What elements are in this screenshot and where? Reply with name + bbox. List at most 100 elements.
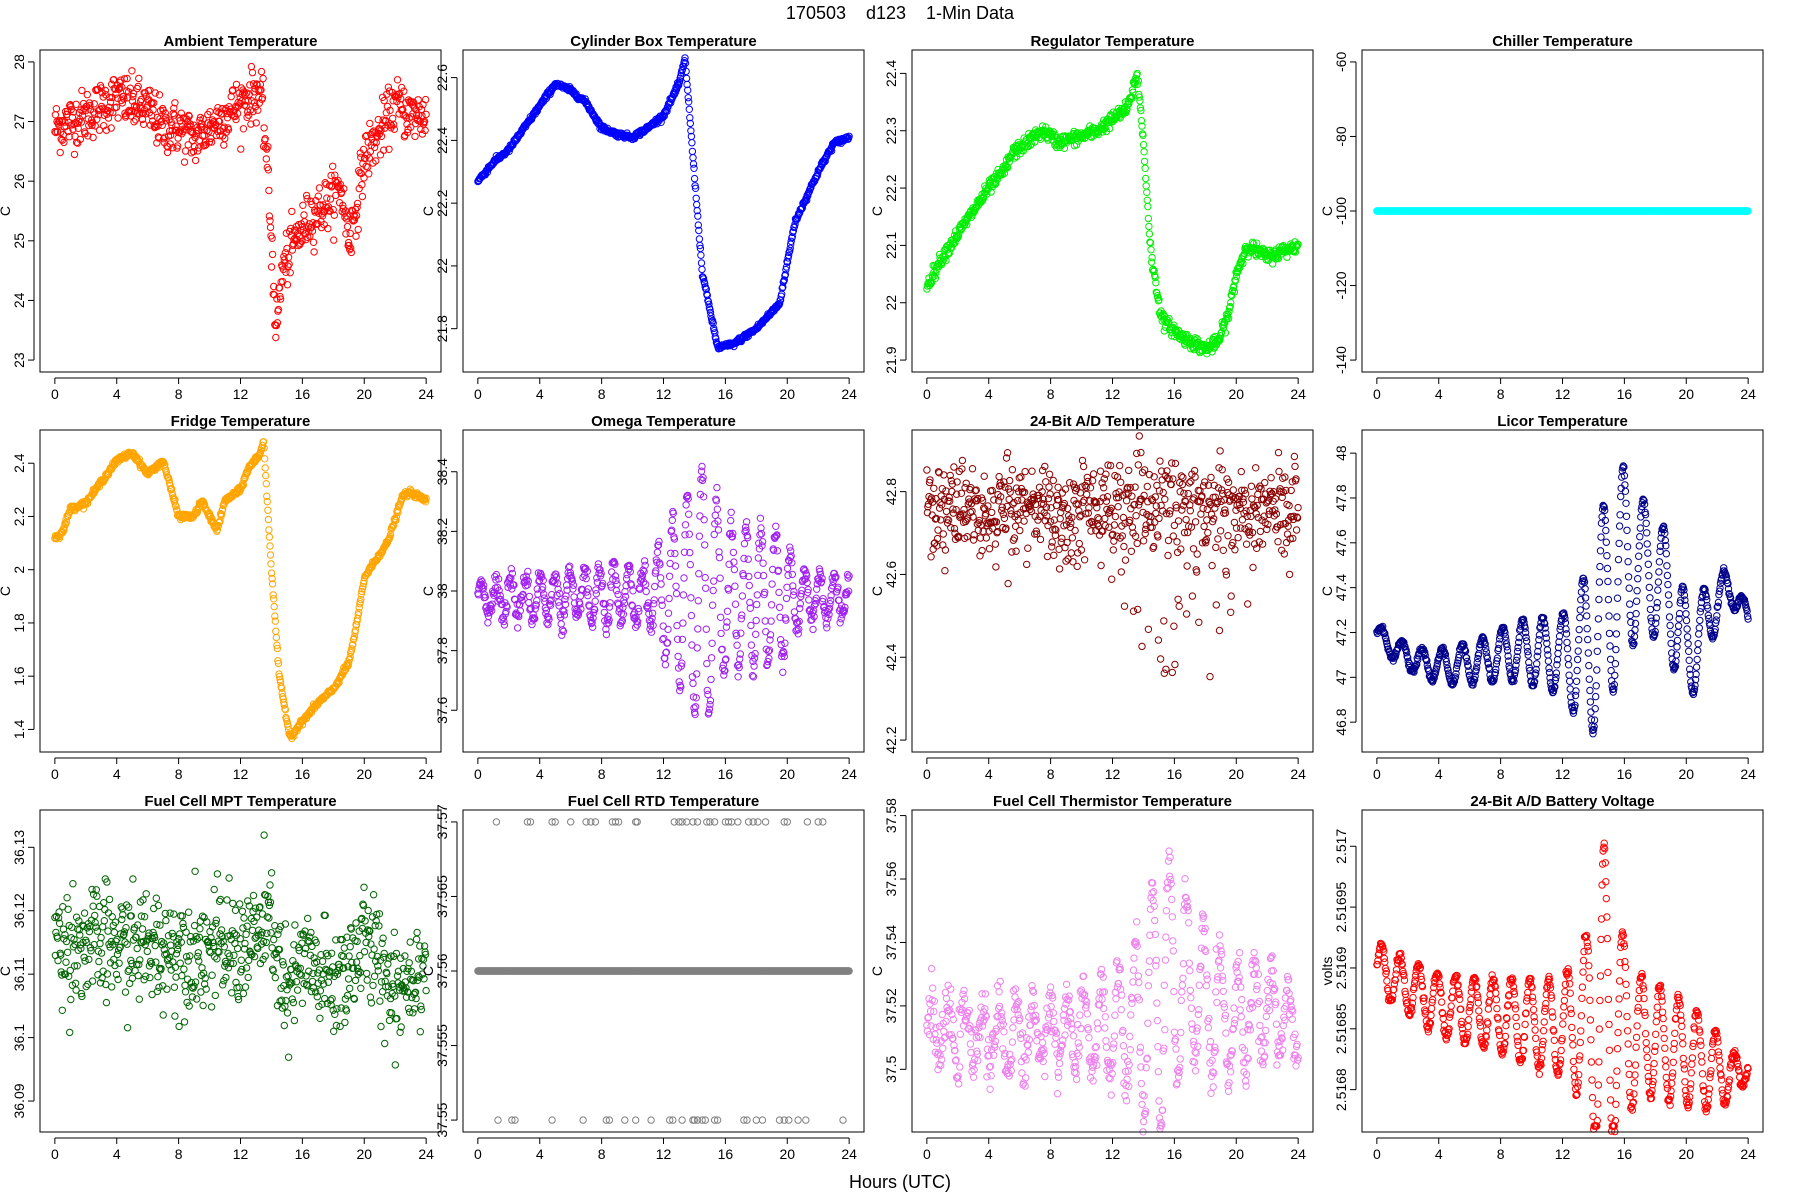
data-point xyxy=(1134,80,1142,89)
data-point xyxy=(158,121,166,130)
data-point xyxy=(390,120,398,129)
data-point xyxy=(686,119,694,128)
data-point xyxy=(1140,157,1149,166)
data-point xyxy=(323,194,331,202)
data-point xyxy=(166,131,175,139)
data-point xyxy=(782,263,791,271)
y-tick-label: 22 xyxy=(434,258,450,274)
data-point xyxy=(780,276,788,284)
data-point xyxy=(168,126,176,135)
data-point xyxy=(691,184,700,193)
data-point xyxy=(384,83,393,91)
data-point xyxy=(111,85,120,93)
data-point xyxy=(274,305,283,314)
x-tick-label: 24 xyxy=(418,386,434,402)
data-point xyxy=(1087,133,1096,141)
data-point xyxy=(227,92,235,101)
data-point xyxy=(264,143,272,151)
data-point xyxy=(67,105,76,114)
x-tick-label: 4 xyxy=(113,766,121,782)
data-point xyxy=(325,181,334,190)
data-point xyxy=(171,99,179,107)
x-tick-label: 12 xyxy=(656,766,672,782)
data-point xyxy=(185,112,193,121)
data-point xyxy=(194,147,202,155)
data-point xyxy=(931,274,940,282)
data-point xyxy=(357,153,365,162)
y-axis-label: C xyxy=(0,586,13,596)
data-point xyxy=(1136,104,1145,112)
data-point xyxy=(1229,286,1237,295)
data-point xyxy=(309,219,317,227)
data-point xyxy=(694,212,702,220)
data-point xyxy=(84,132,92,140)
panel-title: Regulator Temperature xyxy=(1031,33,1195,50)
data-point xyxy=(1139,141,1148,149)
data-point xyxy=(326,195,335,203)
data-point xyxy=(234,98,242,107)
data-point xyxy=(845,132,853,141)
data-point xyxy=(247,120,255,128)
x-tick-label: 12 xyxy=(233,386,249,402)
data-point xyxy=(784,251,793,260)
data-point xyxy=(114,114,122,122)
data-point xyxy=(130,118,138,126)
data-point xyxy=(372,157,380,165)
data-point xyxy=(264,166,273,174)
data-point xyxy=(232,80,241,89)
data-point xyxy=(375,130,384,138)
y-tick-label: 22.2 xyxy=(434,189,450,216)
data-point xyxy=(382,116,390,125)
data-point xyxy=(707,315,716,323)
x-tick-label: 16 xyxy=(1167,386,1183,402)
data-point xyxy=(1155,296,1163,304)
data-point xyxy=(155,91,164,99)
data-point xyxy=(1146,239,1155,247)
data-point xyxy=(283,244,291,253)
x-tick-label: 4 xyxy=(985,386,993,402)
data-point xyxy=(123,74,131,83)
data-point xyxy=(1224,314,1233,323)
data-point xyxy=(205,138,214,146)
data-point xyxy=(358,192,367,201)
data-point xyxy=(245,111,253,119)
data-point xyxy=(411,132,419,141)
data-point xyxy=(361,154,369,163)
data-point xyxy=(1230,288,1239,296)
y-tick-label: 22.1 xyxy=(883,232,899,259)
y-tick-label: 28 xyxy=(11,54,27,70)
y-tick-label: 38.2 xyxy=(434,518,450,545)
x-tick-label: 0 xyxy=(51,766,59,782)
data-point xyxy=(233,109,242,118)
data-point xyxy=(686,114,694,122)
data-point xyxy=(678,65,687,74)
data-points xyxy=(923,69,1302,358)
data-point xyxy=(1294,240,1302,249)
data-point xyxy=(168,121,176,129)
data-point xyxy=(184,141,192,149)
data-point xyxy=(257,86,265,94)
data-point xyxy=(365,170,373,178)
x-tick-label: 8 xyxy=(598,386,606,402)
data-point xyxy=(1144,214,1153,223)
data-point xyxy=(64,127,72,136)
data-point xyxy=(1153,289,1161,297)
data-point xyxy=(1227,298,1235,307)
data-point xyxy=(56,148,64,157)
data-point xyxy=(1031,138,1039,146)
data-point xyxy=(483,168,492,176)
data-point xyxy=(346,229,354,238)
data-point xyxy=(699,275,708,283)
panel-title: Cylinder Box Temperature xyxy=(570,33,756,50)
data-point xyxy=(1060,144,1069,153)
data-point xyxy=(256,80,265,89)
data-point xyxy=(78,86,86,95)
data-point xyxy=(363,131,371,140)
data-point xyxy=(683,80,691,89)
data-point xyxy=(775,299,784,308)
data-point xyxy=(807,183,815,192)
data-point xyxy=(91,122,99,130)
data-point xyxy=(380,96,388,105)
